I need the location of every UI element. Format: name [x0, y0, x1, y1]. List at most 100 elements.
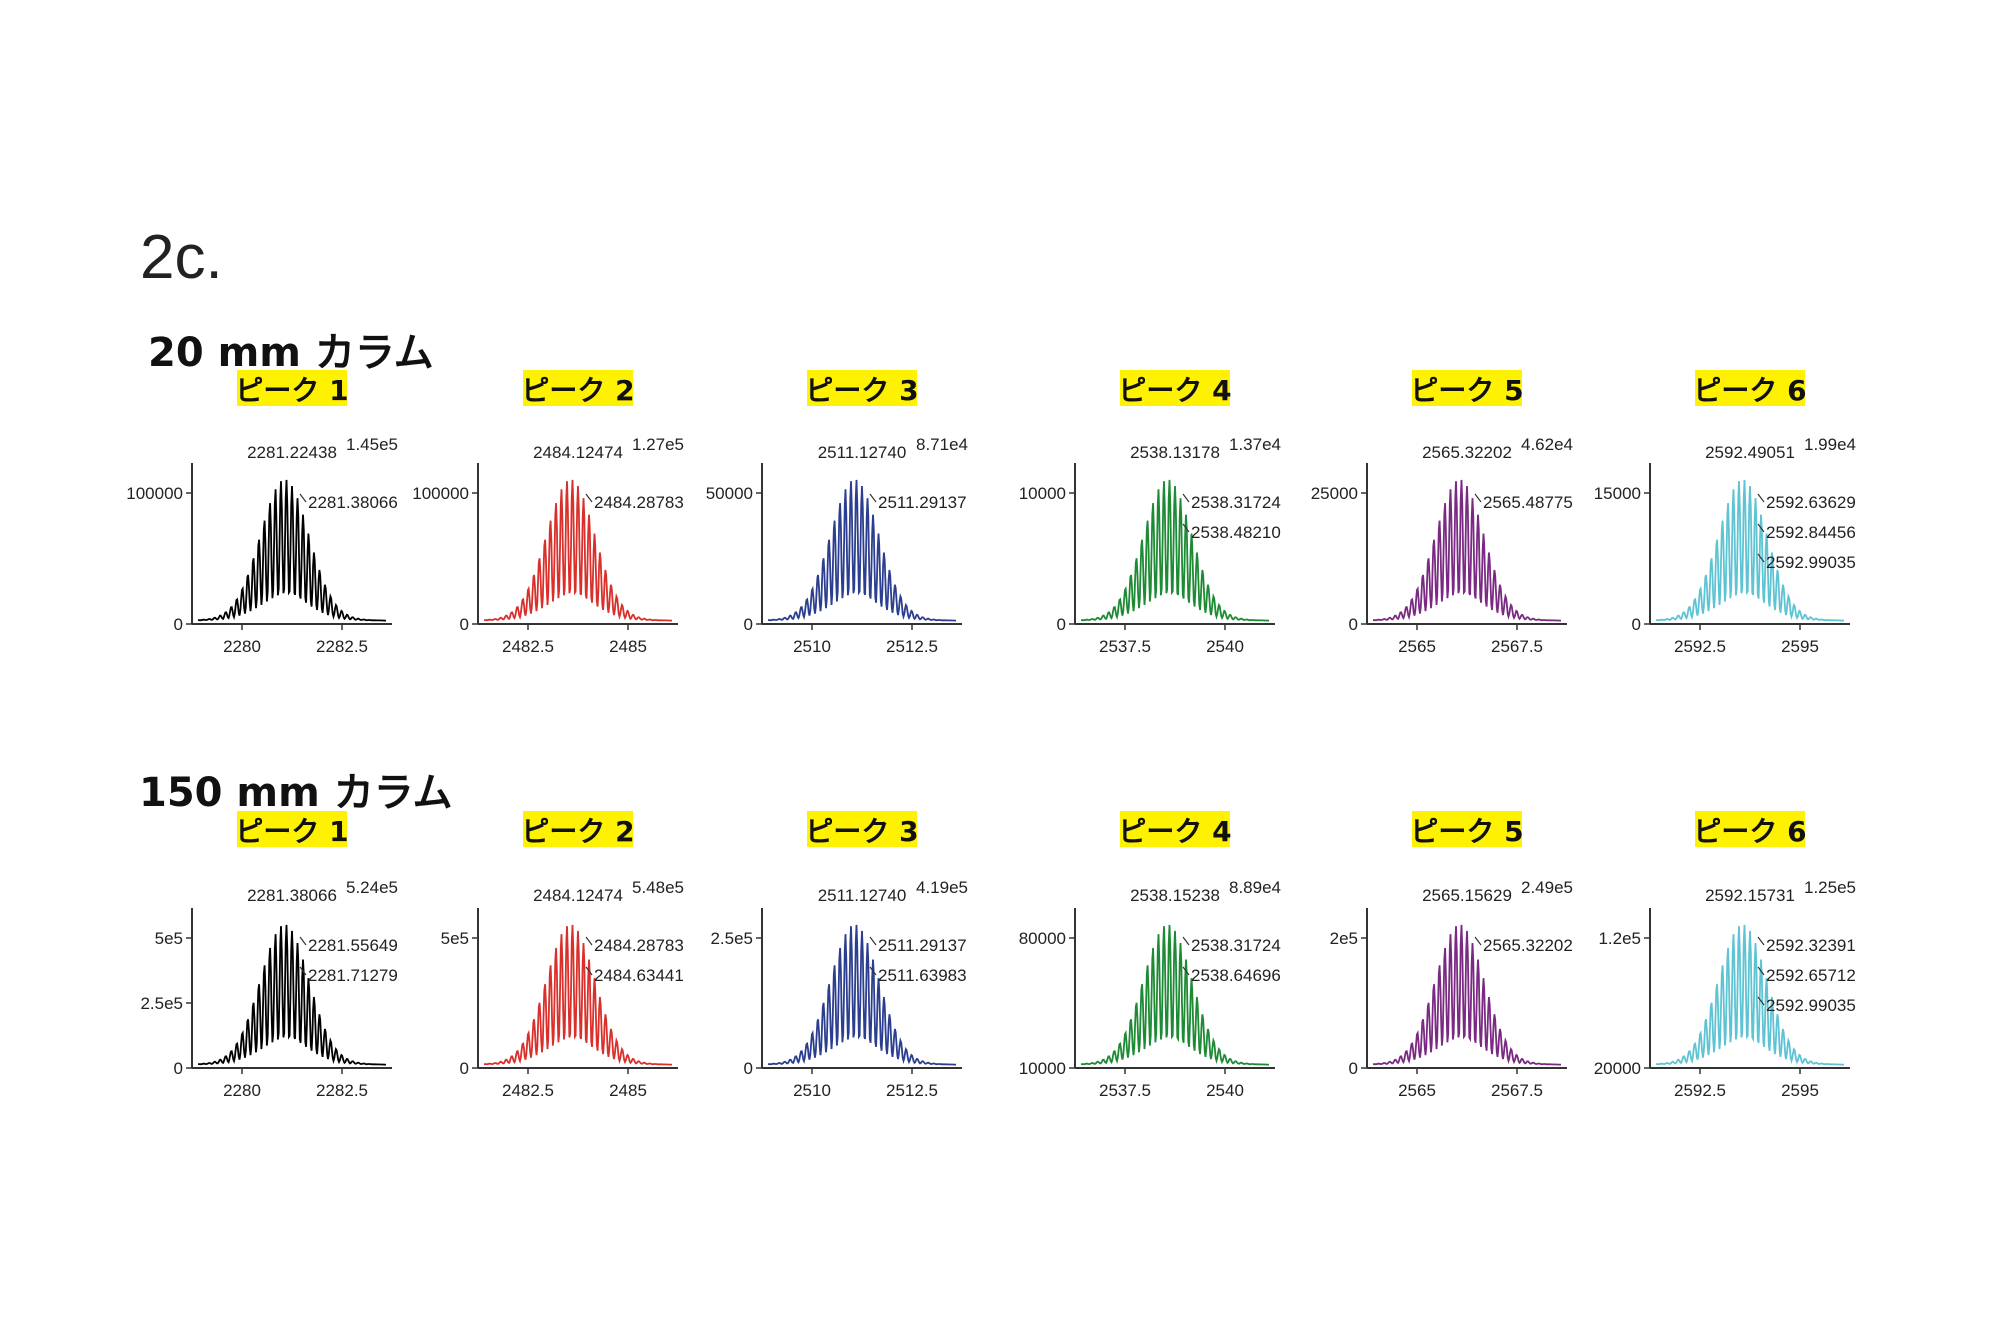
peak-title: ピーク 3	[805, 374, 918, 407]
x-tick-label: 2537.5	[1099, 637, 1151, 656]
spectrum-trace	[1656, 479, 1844, 622]
x-tick-label: 2567.5	[1491, 1081, 1543, 1100]
y-tick-label: 15000	[1594, 484, 1641, 503]
spectrum-trace	[484, 479, 672, 622]
mz-leader	[585, 493, 593, 503]
y-tick-label: 2e5	[1330, 929, 1358, 948]
x-tick-label: 2512.5	[886, 1081, 938, 1100]
mz-label: 2565.32202	[1483, 936, 1573, 955]
mz-label: 2281.22438	[247, 443, 337, 462]
spectrum-trace	[768, 479, 956, 622]
figure-label: 2c.	[140, 223, 223, 292]
spectrum-chart-1-4: ピーク 4 0 10000 2537.5 2540 1.37e4 2538.13178 253…	[1019, 370, 1281, 656]
y-tick-label: 100000	[126, 484, 183, 503]
peak-title-highlight	[237, 370, 347, 406]
y-tick-label: 10000	[1019, 1059, 1066, 1078]
x-tick-label: 2595	[1781, 637, 1819, 656]
mz-leader	[1182, 966, 1190, 976]
y-tick-label: 5e5	[441, 929, 469, 948]
y-tick-label: 0	[1349, 1059, 1358, 1078]
peak-title-highlight	[807, 370, 917, 406]
intensity-label: 4.62e4	[1521, 435, 1573, 454]
intensity-label: 8.71e4	[916, 435, 968, 454]
peak-title: ピーク 4	[1118, 815, 1231, 848]
y-tick-label: 0	[1632, 615, 1641, 634]
y-tick-label: 2.5e5	[140, 994, 183, 1013]
x-tick-label: 2485	[609, 1081, 647, 1100]
mz-label: 2484.63441	[594, 966, 684, 985]
y-tick-label: 5e5	[155, 929, 183, 948]
spectrum-trace	[1656, 924, 1844, 1066]
mz-leader	[869, 936, 877, 946]
peak-title: ピーク 1	[235, 374, 348, 407]
peak-title-highlight	[1412, 370, 1522, 406]
mz-label: 2592.84456	[1766, 523, 1856, 542]
mz-label: 2511.12740	[818, 886, 907, 905]
peak-title-highlight	[1695, 811, 1805, 847]
mz-label: 2511.29137	[878, 936, 967, 955]
mz-label: 2538.15238	[1130, 886, 1220, 905]
spectrum-trace	[1373, 479, 1561, 622]
x-tick-label: 2482.5	[502, 1081, 554, 1100]
x-tick-label: 2592.5	[1674, 1081, 1726, 1100]
peak-title: ピーク 5	[1410, 374, 1523, 407]
mz-leader	[1474, 493, 1482, 503]
x-tick-label: 2280	[223, 1081, 261, 1100]
mz-leader	[1182, 523, 1190, 533]
intensity-label: 8.89e4	[1229, 878, 1281, 897]
x-tick-label: 2510	[793, 637, 831, 656]
mz-label: 2565.48775	[1483, 493, 1573, 512]
mz-label: 2592.15731	[1705, 886, 1795, 905]
x-tick-label: 2540	[1206, 637, 1244, 656]
intensity-label: 1.45e5	[346, 435, 398, 454]
y-tick-label: 0	[174, 615, 183, 634]
peak-title: ピーク 4	[1118, 374, 1231, 407]
spectrum-chart-2-6: ピーク 6 20000 1.2e5 2592.5 2595 1.25e5 2592.1573…	[1594, 811, 1856, 1100]
mz-leader	[1182, 493, 1190, 503]
mz-leader	[1757, 936, 1765, 946]
spectrum-trace	[198, 479, 386, 622]
y-tick-label: 0	[1057, 615, 1066, 634]
intensity-label: 5.48e5	[632, 878, 684, 897]
mz-leader	[1757, 553, 1765, 563]
y-tick-label: 0	[1349, 615, 1358, 634]
spectrum-chart-1-6: ピーク 6 0 15000 2592.5 2595 1.99e4 2592.49051 259…	[1594, 370, 1856, 656]
mz-label: 2511.29137	[878, 493, 967, 512]
mz-label: 2281.38066	[308, 493, 398, 512]
spectrum-chart-2-3: ピーク 3 0 2.5e5 2510 2512.5 4.19e5 2511.12740 251…	[710, 811, 968, 1100]
y-tick-label: 50000	[706, 484, 753, 503]
x-tick-label: 2482.5	[502, 637, 554, 656]
mz-label: 2281.71279	[308, 966, 398, 985]
mz-leader	[585, 936, 593, 946]
x-tick-label: 2512.5	[886, 637, 938, 656]
peak-title-highlight	[523, 370, 633, 406]
intensity-label: 2.49e5	[1521, 878, 1573, 897]
intensity-label: 5.24e5	[346, 878, 398, 897]
mz-leader	[299, 493, 307, 503]
mz-label: 2511.12740	[818, 443, 907, 462]
x-tick-label: 2592.5	[1674, 637, 1726, 656]
y-tick-label: 80000	[1019, 929, 1066, 948]
peak-title: ピーク 3	[805, 815, 918, 848]
y-tick-label: 2.5e5	[710, 929, 753, 948]
x-tick-label: 2565	[1398, 637, 1436, 656]
mz-label: 2592.32391	[1766, 936, 1856, 955]
y-tick-label: 100000	[412, 484, 469, 503]
mz-label: 2592.63629	[1766, 493, 1856, 512]
mz-label: 2592.49051	[1705, 443, 1795, 462]
mz-label: 2484.28783	[594, 936, 684, 955]
spectrum-trace	[768, 924, 956, 1066]
mz-leader	[585, 966, 593, 976]
x-tick-label: 2282.5	[316, 1081, 368, 1100]
mz-leader	[299, 936, 307, 946]
peak-title-highlight	[807, 811, 917, 847]
x-tick-label: 2510	[793, 1081, 831, 1100]
spectrum-chart-1-3: ピーク 3 0 50000 2510 2512.5 8.71e4 2511.12740 251…	[706, 370, 968, 656]
peak-title-highlight	[1695, 370, 1805, 406]
mz-label: 2592.99035	[1766, 553, 1856, 572]
spectrum-trace	[1373, 924, 1561, 1066]
row-label-20mm: 20 mm カラム	[148, 330, 434, 376]
mz-leader	[299, 966, 307, 976]
mz-label: 2484.12474	[533, 443, 623, 462]
